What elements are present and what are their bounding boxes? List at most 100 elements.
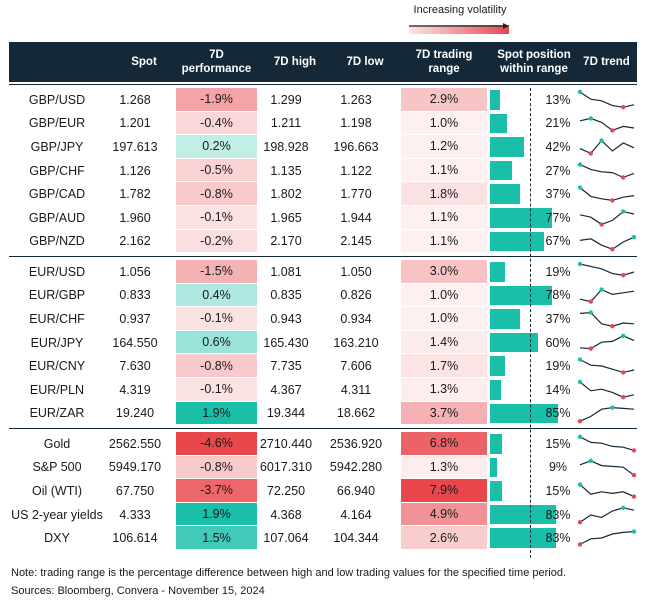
spot-value: 1.056 [119,264,151,279]
table-row: GBP/JPY 197.613 0.2% 198.928 196.663 1.2% 42% [0,135,646,159]
trend-min-marker [588,298,593,304]
trend-line [579,91,635,108]
trend-line [579,506,635,523]
header-pair [9,42,112,82]
table-row: EUR/PLN 4.319 -0.1% 4.367 4.311 1.3% 14% [0,378,646,402]
position-percent: 14% [545,382,571,397]
performance-cell: 1.5% [176,526,257,550]
trend-line [579,334,635,350]
trend-line [579,263,635,276]
trading-range-cell: 1.7% [401,354,487,378]
position-bar [490,380,502,400]
table-row: EUR/USD 1.056 -1.5% 1.081 1.050 3.0% 19% [0,260,646,284]
position-bar [490,113,507,134]
trend-line [579,359,635,374]
trend-line [579,288,635,302]
table-row: GBP/CAD 1.782 -0.8% 1.802 1.770 1.8% 37% [0,182,646,206]
spot-value: 4.333 [119,507,151,522]
table-header: Spot 7D performance 7D high 7D low 7D tr… [9,42,637,82]
trend-min-marker [599,222,604,227]
trend-line [579,187,635,202]
position-bar [490,434,502,454]
trend-sparkline [577,162,635,180]
trend-sparkline [577,89,635,110]
high-value: 1.802 [270,187,302,202]
trend-sparkline [579,234,637,251]
low-value: 7.606 [340,359,372,374]
trend-max-marker [588,115,593,121]
trend-line [579,236,635,250]
trend-line [579,312,635,328]
high-value: 107.064 [263,531,309,546]
trend-min-marker [610,324,615,329]
high-value: 165.430 [263,335,309,350]
table-row: GBP/USD 1.268 -1.9% 1.299 1.263 2.9% 13% [0,88,646,112]
position-bar [490,137,524,157]
pair-label: EUR/USD [28,264,86,279]
table-row: US 2-year yields 4.333 1.9% 4.368 4.164 4.9% 8… [0,502,646,527]
pair-label: GBP/CAD [28,187,86,202]
trend-min-marker [631,448,637,453]
position-percent: 9% [548,460,568,475]
performance-cell: -0.1% [176,206,257,230]
pair-label: GBP/EUR [28,116,86,131]
low-value: 1.050 [340,264,372,279]
trend-line [579,436,635,451]
spot-value: 2562.550 [108,436,162,451]
trend-max-marker [577,357,583,363]
trend-max-marker [577,482,583,487]
trend-sparkline [577,529,637,547]
low-value: 163.210 [333,335,379,350]
spot-value: 4.319 [119,382,151,397]
spot-value: 1.201 [119,116,151,131]
high-value: 4.367 [270,382,302,397]
high-value: 19.344 [266,406,306,421]
trend-max-marker [588,310,593,315]
trading-range-cell: 3.0% [401,260,487,284]
performance-cell: 1.9% [176,401,257,426]
trend-min-marker [631,494,637,499]
high-value: 0.943 [270,311,302,326]
trend-min-marker [577,519,583,525]
performance-cell: -0.8% [176,354,257,378]
pair-label: GBP/NZD [29,234,85,249]
spot-value: 19.240 [115,406,155,421]
low-value: 2.145 [340,234,372,249]
trend-max-marker [621,333,626,338]
trend-min-marker [610,246,615,251]
performance-cell: -1.9% [176,88,257,112]
spot-value: 1.268 [119,92,151,107]
low-value: 104.344 [333,531,379,546]
position-percent: 85% [545,406,571,421]
header-position: Spot position within range [497,49,571,75]
position-percent: 60% [545,335,571,350]
pair-label: EUR/CHF [29,311,85,326]
spot-value: 164.550 [112,335,158,350]
header-low: 7D low [346,56,384,68]
pair-label: Gold [43,436,71,451]
trend-sparkline [577,434,637,453]
low-value: 18.662 [336,406,376,421]
group-separator [9,256,637,257]
low-value: 4.311 [340,382,372,397]
low-value: 0.826 [340,288,372,303]
high-value: 1.211 [270,116,302,131]
trend-max-marker [631,529,637,535]
performance-cell: -0.1% [176,307,257,331]
performance-cell: -0.1% [176,378,257,402]
trading-range-cell: 2.9% [401,88,487,112]
trading-range-cell: 1.1% [401,206,487,230]
position-percent: 13% [545,92,571,107]
trading-range-cell: 4.9% [401,502,487,527]
trend-max-marker [631,234,637,239]
performance-cell: -0.8% [176,455,257,480]
table-row: EUR/ZAR 19.240 1.9% 19.344 18.662 3.7% 85% [0,401,646,426]
pair-label: Oil (WTI) [32,483,82,498]
position-bar [490,262,506,282]
performance-cell: -0.2% [176,229,257,254]
position-percent: 37% [545,187,571,202]
position-percent: 78% [545,288,571,303]
performance-cell: 1.9% [176,502,257,527]
position-percent: 77% [545,210,571,225]
trend-max-marker [588,458,593,463]
